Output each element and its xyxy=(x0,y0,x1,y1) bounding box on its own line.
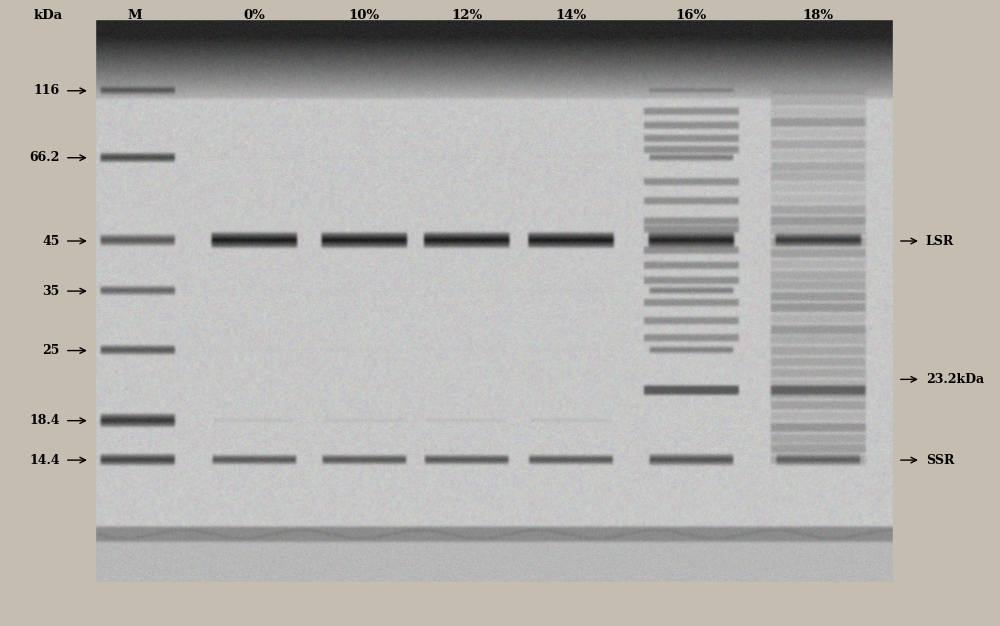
Text: 16%: 16% xyxy=(676,9,707,23)
Text: kDa: kDa xyxy=(33,9,62,23)
Text: 10%: 10% xyxy=(349,9,380,23)
Text: 18%: 18% xyxy=(803,9,834,23)
Text: 12%: 12% xyxy=(451,9,483,23)
Text: 66.2: 66.2 xyxy=(29,151,60,164)
Bar xyxy=(0,0,95,626)
Text: 14%: 14% xyxy=(555,9,586,23)
Text: 116: 116 xyxy=(34,85,60,97)
Text: 0%: 0% xyxy=(243,9,265,23)
Text: LSR: LSR xyxy=(926,235,954,247)
Text: M: M xyxy=(127,9,142,23)
Text: 18.4: 18.4 xyxy=(29,414,60,427)
Text: 45: 45 xyxy=(42,235,60,247)
Bar xyxy=(0,582,998,626)
Text: 25: 25 xyxy=(42,344,60,357)
Text: 35: 35 xyxy=(43,285,60,297)
Text: SSR: SSR xyxy=(926,454,954,466)
Bar xyxy=(893,0,998,626)
Bar xyxy=(0,0,998,19)
Text: 23.2kDa: 23.2kDa xyxy=(926,373,984,386)
Text: 14.4: 14.4 xyxy=(29,454,60,466)
